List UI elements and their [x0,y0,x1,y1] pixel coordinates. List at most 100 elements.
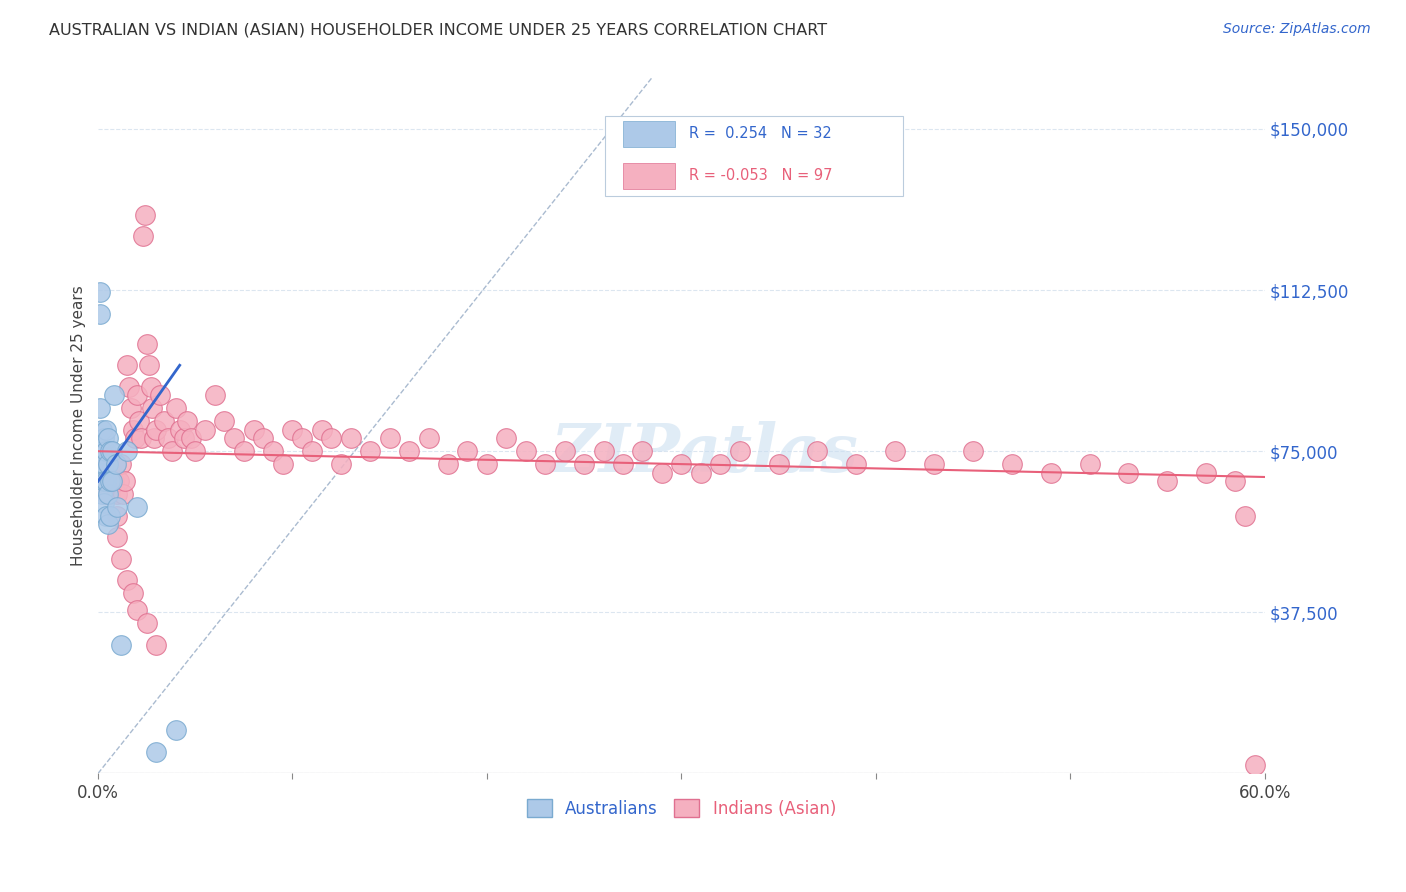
Point [398,444,420,458]
Point [173,431,195,445]
Point [1078,457,1101,471]
Point [89,285,111,300]
Point [97,517,120,532]
Point [97,457,120,471]
Point [107,487,129,501]
Point [132,229,155,244]
Point [1156,475,1178,489]
Point [252,431,274,445]
Point [110,551,132,566]
Point [475,457,498,471]
Legend: Australians, Indians (Asian): Australians, Indians (Asian) [520,793,842,824]
Point [135,616,157,631]
Point [125,500,148,514]
Point [115,573,138,587]
Point [631,444,654,458]
Point [118,380,141,394]
Point [122,586,145,600]
Point [90,423,112,437]
Point [224,431,246,445]
Point [93,496,115,510]
Point [194,423,217,437]
Point [456,444,478,458]
Point [90,487,112,501]
Point [671,457,693,471]
Point [141,401,163,416]
Point [378,431,401,445]
Point [100,444,122,458]
Point [1244,757,1267,772]
Point [134,208,156,222]
Point [157,431,180,445]
Point [232,444,254,458]
Point [176,414,198,428]
Text: AUSTRALIAN VS INDIAN (ASIAN) HOUSEHOLDER INCOME UNDER 25 YEARS CORRELATION CHART: AUSTRALIAN VS INDIAN (ASIAN) HOUSEHOLDER… [49,22,827,37]
Point [321,431,343,445]
Point [122,423,145,437]
Point [94,487,117,501]
Point [301,444,323,458]
Point [242,423,264,437]
Text: Source: ZipAtlas.com: Source: ZipAtlas.com [1223,22,1371,37]
Point [94,508,117,523]
Point [107,508,129,523]
Point [169,423,191,437]
Point [98,508,121,523]
Point [98,475,121,489]
Point [93,475,115,489]
Point [728,444,751,458]
Point [1039,466,1062,480]
Point [612,457,634,471]
Point [103,388,125,402]
Point [94,475,117,489]
Point [97,487,120,501]
Point [339,431,361,445]
Point [124,431,146,445]
Point [271,457,294,471]
Point [806,444,828,458]
Point [160,444,183,458]
Point [115,359,138,373]
Point [93,475,115,489]
Point [145,638,167,652]
Point [689,466,711,480]
Point [204,388,226,402]
Text: ZIPatlas: ZIPatlas [551,421,859,486]
Point [184,444,207,458]
Point [114,475,136,489]
Point [120,401,142,416]
Point [262,444,284,458]
Point [515,444,537,458]
Point [962,444,984,458]
Point [112,487,135,501]
Point [330,457,353,471]
Point [97,431,120,445]
Point [153,414,176,428]
Point [145,745,167,759]
Point [437,457,460,471]
Point [1234,508,1257,523]
Point [214,414,236,428]
Point [93,457,115,471]
Point [107,500,129,514]
Point [1118,466,1140,480]
Point [138,359,160,373]
Point [129,431,152,445]
Point [90,466,112,480]
Point [1195,466,1218,480]
Point [139,380,162,394]
Point [291,431,314,445]
Point [108,475,131,489]
Point [359,444,381,458]
Point [104,457,127,471]
Point [145,423,167,437]
FancyBboxPatch shape [606,116,903,195]
Point [165,723,187,738]
Point [418,431,440,445]
Point [100,466,122,480]
Point [180,431,202,445]
Point [845,457,868,471]
FancyBboxPatch shape [623,162,675,189]
Point [110,638,132,652]
Point [97,457,120,471]
